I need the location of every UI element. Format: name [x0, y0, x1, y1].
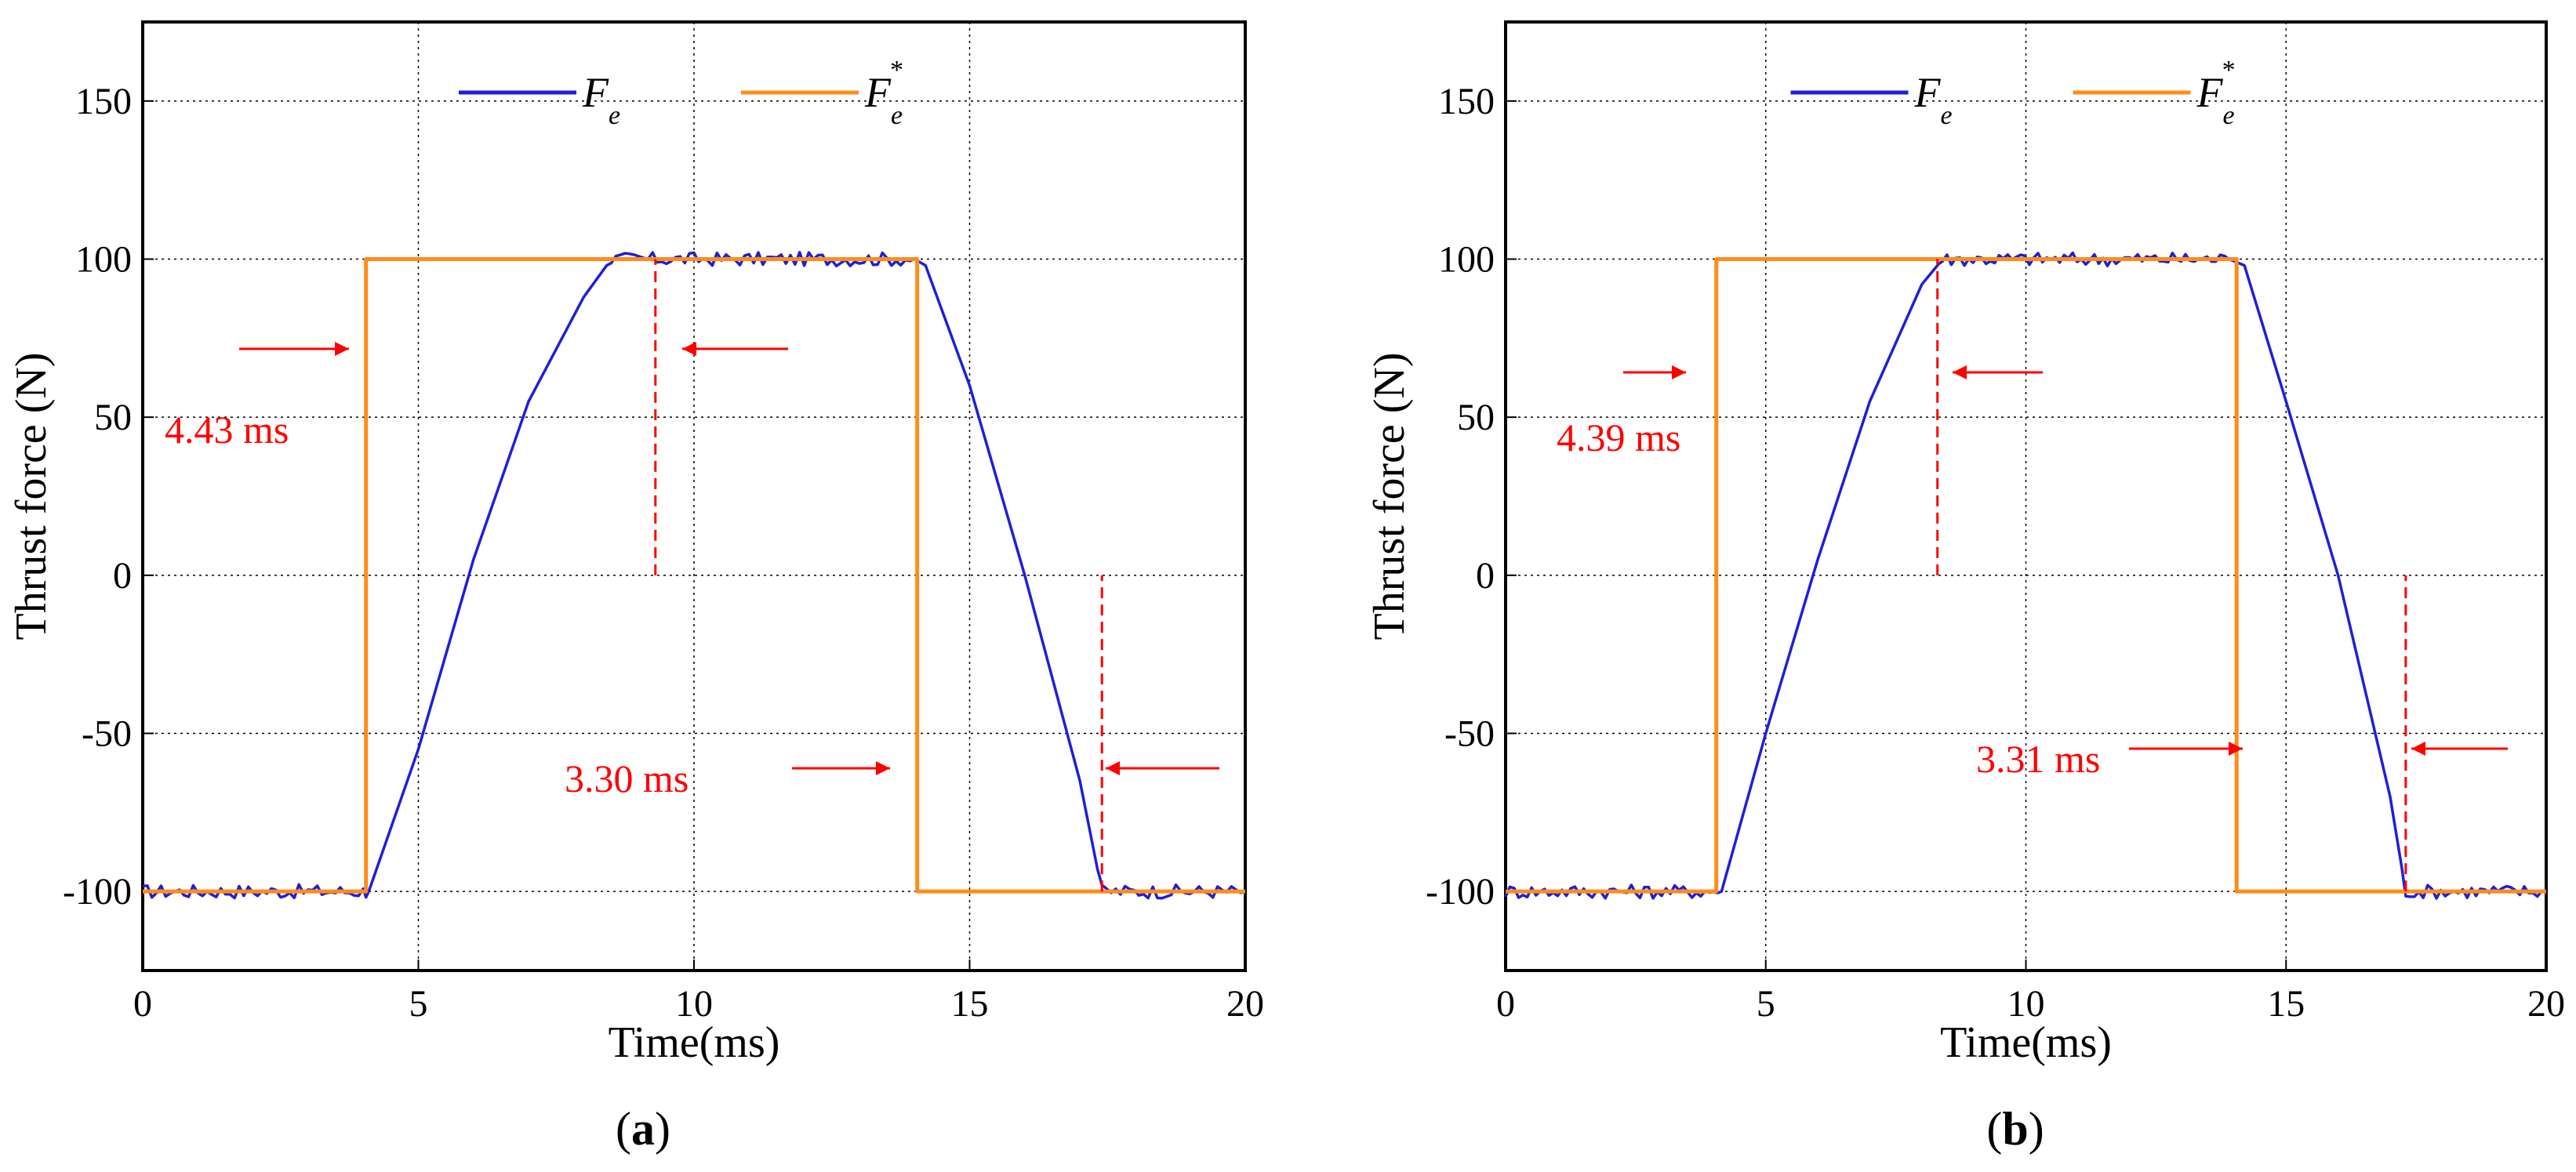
x-axis-label: Time(ms) [1940, 1018, 2112, 1067]
series-fe-ref-line [1506, 257, 2546, 894]
annotation-label: 3.30 ms [565, 757, 689, 800]
y-tick-label: 0 [113, 555, 132, 597]
y-tick-label: 50 [1457, 397, 1495, 438]
legend-label: Fe* [864, 56, 903, 130]
panel-a: 0 5 10 15 20 -100 -50 0 50 100 150 Time(ms) Thrust f… [7, 20, 1264, 1155]
y-axis-label: Thrust force (N) [7, 353, 56, 640]
x-tick-label: 15 [2267, 983, 2305, 1025]
x-tick-label: 15 [951, 983, 989, 1025]
y-tick-label: 100 [1438, 239, 1495, 281]
y-tick-label: -50 [82, 713, 132, 755]
y-tick-label: -50 [1444, 713, 1495, 755]
plot-frame [1504, 20, 2548, 972]
y-tick-label: 150 [75, 81, 132, 122]
x-tick-label: 5 [1757, 983, 1775, 1025]
legend-label: Fe* [2196, 56, 2236, 130]
x-tick-label: 10 [675, 983, 713, 1025]
y-tick-label: 0 [1476, 555, 1495, 597]
panel-caption: (a) [616, 1103, 670, 1155]
panel-caption: (b) [1986, 1103, 2044, 1155]
plot-frame [141, 20, 1247, 972]
y-tick-label: -100 [1426, 871, 1495, 913]
y-tick-label: 150 [1438, 81, 1495, 122]
legend-label: Fe [582, 69, 620, 130]
y-tick-label: -100 [63, 871, 132, 913]
x-tick-label: 10 [2007, 983, 2045, 1025]
x-tick-label: 5 [409, 983, 428, 1025]
annotation-label: 4.39 ms [1557, 415, 1680, 459]
panel-b: 0 5 10 15 20 -100 -50 0 50 100 150 Time(ms) Thrust f… [1365, 20, 2565, 1155]
legend-label: Fe [1914, 69, 1953, 130]
x-tick-label: 20 [2527, 983, 2565, 1025]
annotation-label: 4.43 ms [165, 408, 289, 452]
y-tick-label: 50 [94, 397, 132, 438]
annotation-label: 3.31 ms [1976, 737, 2100, 781]
series-fe-ref-line [143, 257, 1245, 894]
y-axis-label: Thrust force (N) [1365, 353, 1414, 640]
x-tick-label: 0 [1496, 983, 1515, 1025]
x-axis-label: Time(ms) [609, 1018, 780, 1067]
y-tick-label: 100 [75, 239, 132, 281]
x-tick-label: 0 [133, 983, 152, 1025]
x-tick-label: 20 [1226, 983, 1264, 1025]
